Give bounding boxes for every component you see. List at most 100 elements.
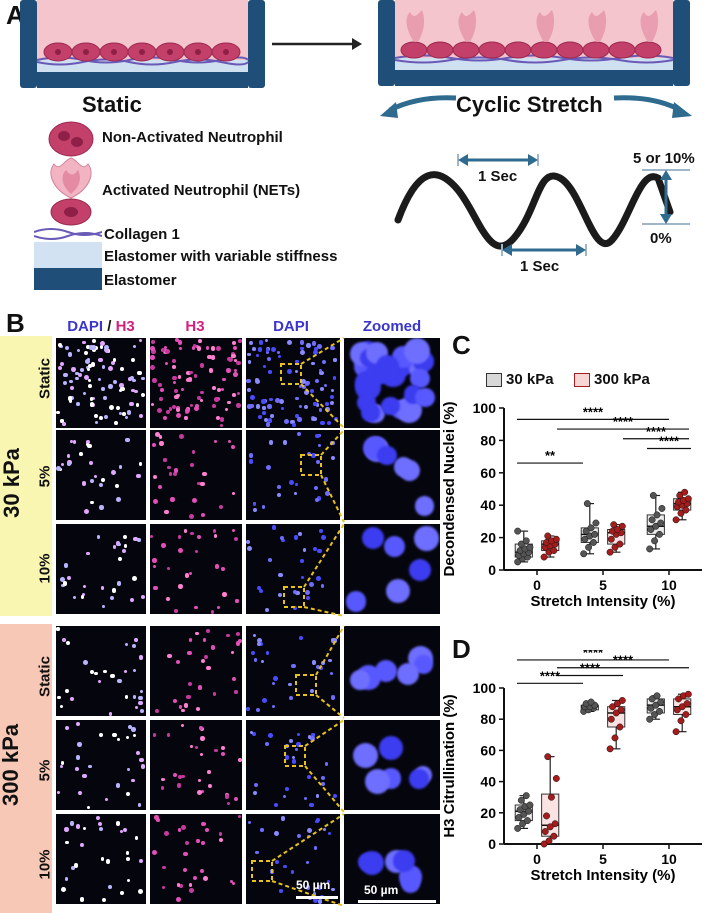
cell-nucleus bbox=[162, 416, 168, 421]
cell-nucleus bbox=[186, 694, 192, 700]
y-tick-label: 60 bbox=[480, 742, 496, 758]
data-point bbox=[606, 745, 614, 753]
wave-amplitude-bottom: 0% bbox=[650, 230, 672, 247]
cell-nucleus bbox=[195, 403, 200, 408]
cell-nucleus bbox=[256, 708, 261, 713]
cell-nucleus bbox=[253, 658, 258, 662]
cell-nucleus bbox=[82, 340, 86, 344]
cell-nucleus bbox=[160, 777, 165, 782]
cell-nucleus bbox=[350, 669, 371, 691]
cell-nucleus bbox=[74, 863, 79, 868]
cell-nucleus bbox=[138, 462, 143, 466]
data-point bbox=[581, 535, 589, 543]
cell-nucleus bbox=[65, 726, 70, 731]
cell-nucleus bbox=[175, 338, 179, 342]
cell-nucleus bbox=[195, 631, 200, 636]
cell-nucleus bbox=[234, 690, 238, 694]
significance-label: **** bbox=[583, 650, 604, 660]
cell-nucleus bbox=[306, 343, 311, 348]
micrograph-r1-c2 bbox=[246, 430, 340, 520]
cell-nucleus bbox=[222, 377, 226, 382]
micrograph-r1-c0 bbox=[56, 430, 146, 520]
cell-nucleus bbox=[62, 380, 67, 386]
cell-nucleus bbox=[216, 388, 221, 393]
cell-nucleus bbox=[404, 338, 430, 364]
cell-nucleus bbox=[178, 340, 183, 345]
cell-nucleus bbox=[99, 482, 104, 488]
cell-nucleus bbox=[179, 884, 183, 888]
legend-swatch-300kpa bbox=[574, 373, 590, 387]
cell-nucleus bbox=[78, 790, 83, 795]
legend-label-300kpa: 300 kPa bbox=[594, 371, 650, 388]
cell-nucleus bbox=[90, 669, 95, 674]
cell-nucleus bbox=[214, 440, 218, 444]
cell-nucleus bbox=[282, 795, 286, 799]
micrograph-r5-c0 bbox=[56, 814, 146, 904]
scale-bar-right bbox=[358, 900, 436, 903]
cell-nucleus bbox=[76, 402, 80, 406]
cell-nucleus bbox=[331, 695, 336, 700]
cell-nucleus bbox=[284, 787, 289, 792]
cell-nucleus bbox=[219, 832, 223, 836]
cell-nucleus bbox=[246, 539, 251, 544]
cell-nucleus bbox=[306, 834, 310, 839]
cell-nucleus bbox=[278, 592, 283, 597]
cell-nucleus bbox=[265, 651, 270, 655]
cell-nucleus bbox=[108, 712, 113, 716]
cell-nucleus bbox=[271, 704, 276, 709]
cell-nucleus bbox=[200, 789, 204, 794]
cell-nucleus bbox=[298, 532, 303, 537]
cell-nucleus bbox=[88, 384, 93, 389]
cell-nucleus bbox=[84, 351, 89, 356]
cell-nucleus bbox=[316, 576, 322, 581]
data-point bbox=[541, 828, 549, 835]
cell-nucleus bbox=[220, 424, 224, 428]
cell-nucleus bbox=[132, 669, 136, 673]
cell-nucleus bbox=[102, 897, 107, 902]
panel-b-letter: B bbox=[6, 308, 25, 338]
cell-nucleus bbox=[124, 415, 129, 419]
cell-nucleus bbox=[297, 733, 301, 737]
cell-nucleus bbox=[221, 751, 226, 756]
cell-nucleus bbox=[327, 831, 331, 835]
cell-nucleus bbox=[208, 368, 214, 374]
cell-nucleus bbox=[195, 344, 199, 349]
cell-nucleus bbox=[219, 417, 225, 423]
cell-nucleus bbox=[324, 491, 330, 496]
cell-nucleus bbox=[361, 403, 380, 422]
data-point bbox=[651, 711, 659, 718]
cell-nucleus bbox=[235, 599, 239, 603]
row-label-30-5: 5% bbox=[36, 465, 54, 488]
cell-nucleus bbox=[226, 633, 230, 638]
micrograph-r2-c2 bbox=[246, 524, 340, 614]
cell-nucleus bbox=[298, 636, 303, 641]
cell-nucleus bbox=[312, 891, 317, 896]
cell-nucleus bbox=[141, 595, 146, 600]
cell-nucleus bbox=[108, 384, 114, 389]
cell-nucleus bbox=[227, 440, 232, 444]
cell-nucleus bbox=[167, 653, 172, 659]
micrograph-r3-c1 bbox=[150, 626, 242, 716]
cyclic-well-illustration bbox=[378, 0, 690, 86]
cell-nucleus bbox=[235, 360, 241, 366]
cell-nucleus bbox=[226, 356, 231, 361]
cell-nucleus bbox=[125, 792, 130, 797]
data-point bbox=[524, 817, 531, 825]
cell-nucleus bbox=[126, 768, 130, 772]
cell-nucleus bbox=[317, 899, 323, 904]
cell-nucleus bbox=[393, 456, 414, 477]
cell-nucleus bbox=[130, 597, 135, 602]
cell-nucleus bbox=[105, 859, 111, 864]
data-point bbox=[656, 530, 663, 538]
cell-nucleus bbox=[172, 358, 176, 363]
cell-nucleus bbox=[252, 502, 256, 507]
cell-nucleus bbox=[383, 535, 406, 558]
cell-nucleus bbox=[77, 348, 81, 352]
cell-nucleus bbox=[238, 339, 242, 343]
cell-nucleus bbox=[280, 816, 286, 821]
cell-nucleus bbox=[267, 404, 272, 409]
cell-nucleus bbox=[101, 365, 106, 369]
cell-nucleus bbox=[311, 453, 316, 458]
cell-nucleus bbox=[213, 692, 217, 696]
cell-nucleus bbox=[139, 859, 144, 864]
